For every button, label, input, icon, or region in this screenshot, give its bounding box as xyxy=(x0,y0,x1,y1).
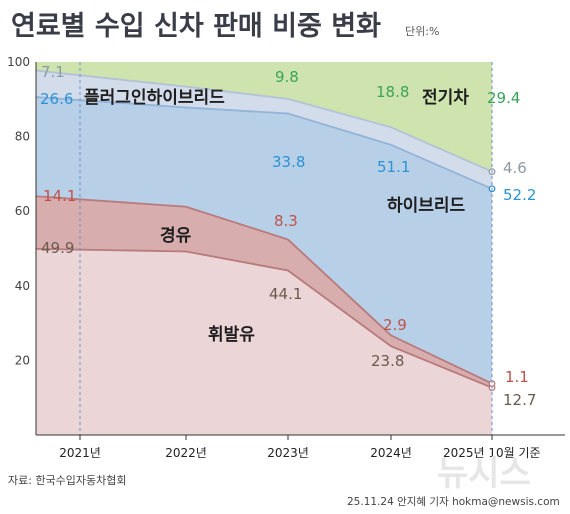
label-hybrid-2025: 52.2 xyxy=(503,186,536,204)
y-tick-80: 80 xyxy=(15,130,30,144)
line-phev-top xyxy=(35,69,493,173)
y-ticks: 20 40 60 80 100 xyxy=(7,55,30,367)
watermark-logo: 뉴시스 xyxy=(437,454,531,494)
label-hybrid-2021: 26.6 xyxy=(40,90,73,108)
source-note: 자료: 한국수입자동차협회 xyxy=(8,474,127,487)
y-tick-60: 60 xyxy=(15,204,30,218)
label-ev-2023: 9.8 xyxy=(275,68,299,86)
label-gasoline-2024: 23.8 xyxy=(371,352,404,370)
series-name-gasoline: 휘발유 xyxy=(208,324,255,345)
chart-title: 연료별 수입 신차 판매 비중 변화 xyxy=(11,11,381,42)
area-gasoline xyxy=(36,248,492,435)
lines-layer xyxy=(35,69,496,392)
label-gasoline-2021: 49.9 xyxy=(41,239,74,257)
series-name-hybrid: 하이브리드 xyxy=(387,196,466,216)
guide-lines xyxy=(79,62,493,435)
label-phev-2025: 4.6 xyxy=(503,159,527,177)
label-hybrid-2023: 33.8 xyxy=(272,153,305,171)
label-phev-2021: 7.1 xyxy=(41,63,65,81)
label-gasoline-2025: 12.7 xyxy=(503,391,536,409)
y-tick-40: 40 xyxy=(15,279,30,293)
data-labels: 7.1 26.6 14.1 49.9 9.8 33.8 8.3 44.1 18.… xyxy=(40,63,536,409)
line-gasoline-top xyxy=(35,247,493,389)
area-phev xyxy=(36,70,492,189)
series-names: 플러그인하이브리드 전기차 하이브리드 경유 휘발유 xyxy=(84,88,469,345)
label-ev-2024: 18.8 xyxy=(376,83,409,101)
series-name-phev: 플러그인하이브리드 xyxy=(84,88,225,108)
label-ev-2025: 29.4 xyxy=(487,89,520,107)
x-tick-label-1: 2022년 xyxy=(165,446,207,460)
series-name-ev: 전기차 xyxy=(422,88,469,108)
x-tick-label-0: 2021년 xyxy=(59,446,101,460)
label-diesel-2021: 14.1 xyxy=(43,187,76,205)
label-diesel-2025: 1.1 xyxy=(505,368,529,386)
y-tick-100: 100 xyxy=(7,55,30,69)
area-hybrid xyxy=(36,97,492,384)
line-hybrid-top xyxy=(35,96,493,190)
y-tick-20: 20 xyxy=(15,353,30,367)
line-diesel-top xyxy=(35,195,493,385)
area-ev xyxy=(36,62,492,172)
x-tick-label-4: 2025년 10월 기준 xyxy=(443,446,541,460)
label-diesel-2023: 8.3 xyxy=(274,212,298,230)
label-gasoline-2023: 44.1 xyxy=(269,285,302,303)
areas-layer xyxy=(36,62,492,435)
series-name-diesel: 경유 xyxy=(160,226,192,246)
x-tick-label-2: 2023년 xyxy=(267,446,309,460)
label-hybrid-2024: 51.1 xyxy=(377,158,410,176)
label-diesel-2024: 2.9 xyxy=(383,316,407,334)
unit-label: 단위:% xyxy=(405,25,439,38)
axes xyxy=(35,62,565,436)
area-diesel xyxy=(36,196,492,388)
x-ticks: 2021년 2022년 2023년 2024년 2025년 10월 기준 xyxy=(59,435,541,460)
x-tick-label-3: 2024년 xyxy=(370,446,412,460)
credit-line: 25.11.24 안지혜 기자 hokma@newsis.com xyxy=(347,496,560,508)
